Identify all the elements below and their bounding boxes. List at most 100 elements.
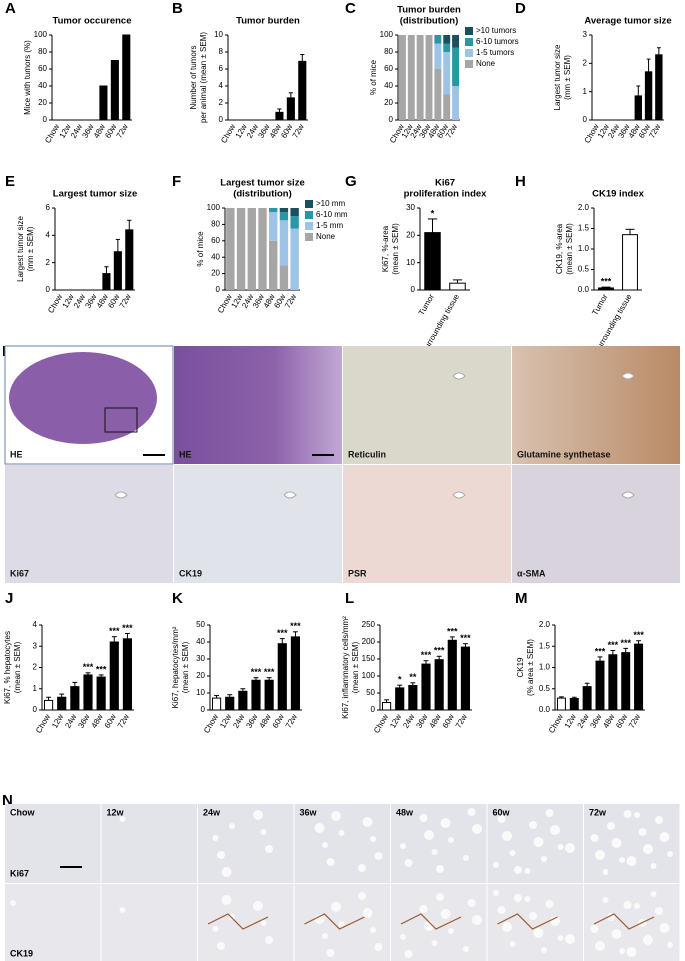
y-tick-label: 0 [411, 285, 416, 294]
vacuole [370, 927, 376, 933]
bar [447, 639, 457, 711]
vessel [283, 491, 297, 499]
y-tick-label: 10 [214, 30, 223, 39]
x-tick-label: 24w [401, 712, 416, 729]
x-tick-label: 24w [63, 712, 78, 729]
bar-segment [236, 208, 246, 290]
image-label: PSR [348, 568, 367, 578]
stain [304, 913, 365, 930]
stain [207, 913, 269, 930]
y-tick-label: 250 [362, 620, 376, 629]
column-label: 36w [300, 807, 318, 817]
y-axis-label: (mean ± SEM) [351, 641, 360, 693]
y-axis-label: % of mice [369, 59, 378, 95]
bar-segment [279, 265, 289, 290]
significance: ** [409, 672, 417, 682]
y-tick-label: 3 [583, 30, 588, 39]
x-tick-label: Chow [547, 712, 565, 734]
vessel [452, 491, 466, 499]
vacuole [217, 851, 225, 859]
vacuole [590, 925, 599, 933]
x-tick-label: 72w [283, 292, 298, 309]
vacuole [509, 941, 516, 947]
vacuole [436, 893, 444, 901]
bar [264, 679, 274, 711]
y-tick-label: 40 [38, 81, 47, 90]
legend-swatch [465, 38, 473, 46]
vacuole [463, 855, 469, 861]
vacuole [638, 828, 647, 836]
significance: *** [633, 630, 644, 640]
bar-segment [407, 35, 415, 120]
vacuole [557, 935, 564, 941]
image-label: CK19 [179, 568, 202, 578]
bar-segment [434, 35, 442, 44]
chart-title: (distribution) [233, 189, 292, 200]
column-label: 48w [396, 807, 414, 817]
significance: *** [277, 628, 288, 638]
vacuole [431, 849, 438, 855]
vacuole [667, 851, 673, 857]
significance: *** [290, 621, 301, 631]
vacuole [419, 905, 428, 913]
y-tick-label: 0 [46, 285, 51, 294]
y-tick-label: 20 [211, 269, 220, 278]
bar [556, 697, 566, 711]
bar [460, 646, 471, 711]
legend-swatch [465, 60, 473, 68]
bar-segment [434, 69, 442, 120]
bar [275, 111, 284, 121]
vacuole [533, 928, 544, 938]
vacuole [643, 935, 653, 945]
bar [122, 34, 131, 121]
chart-title: Ki67 [435, 178, 455, 189]
vacuole [362, 817, 373, 827]
micrograph [198, 804, 294, 883]
panel-letter: C [345, 0, 356, 17]
panel-letter: F [172, 173, 181, 190]
y-axis-label: (mm ± SEM) [26, 226, 35, 271]
significance: *** [601, 277, 612, 287]
legend-label: None [476, 59, 496, 68]
bar-segment [290, 216, 299, 229]
vacuole [557, 844, 564, 850]
vacuole [623, 810, 632, 818]
bar [290, 636, 301, 711]
bar [655, 54, 663, 121]
bar-segment [258, 208, 267, 290]
bar [211, 697, 222, 711]
micrograph [101, 804, 197, 883]
column-label: 24w [203, 807, 221, 817]
y-tick-label: 0 [33, 705, 38, 714]
bar [569, 698, 579, 711]
x-tick-label: 24w [576, 712, 591, 729]
legend-label: 1-5 mm [316, 221, 343, 230]
vacuole [590, 834, 599, 842]
x-tick-label: 60w [103, 712, 118, 729]
vacuole [565, 843, 575, 853]
vacuole [611, 838, 622, 848]
chart-title: CK19 index [592, 189, 644, 200]
vacuole [265, 845, 273, 853]
image-label: Ki67 [10, 568, 29, 578]
vacuole [659, 923, 670, 933]
y-tick-label: 100 [380, 30, 394, 39]
bar-segment [279, 212, 289, 221]
y-tick-label: 40 [196, 637, 205, 646]
y-tick-label: 1 [583, 87, 588, 96]
bar [109, 641, 119, 711]
image-label: Reticulin [348, 449, 386, 459]
legend-label: 1-5 tumors [476, 48, 514, 57]
y-tick-label: 60 [211, 236, 220, 245]
x-tick-label: 60w [441, 712, 456, 729]
image-label: α-SMA [517, 568, 546, 578]
significance: *** [434, 646, 445, 656]
legend-swatch [305, 233, 313, 241]
y-tick-label: 80 [384, 47, 393, 56]
vacuole [370, 836, 376, 842]
y-tick-label: 40 [211, 252, 220, 261]
vacuole [326, 949, 335, 957]
significance: * [431, 208, 435, 218]
vacuole [634, 812, 640, 818]
bar [595, 660, 605, 711]
